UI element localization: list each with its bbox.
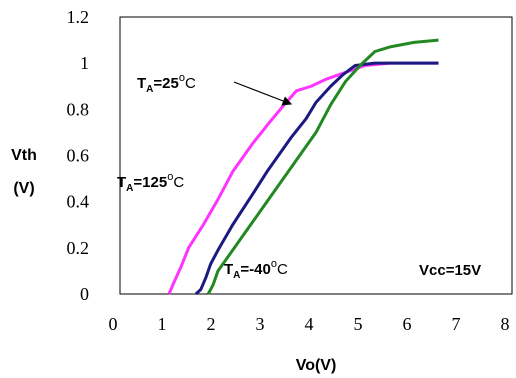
x-tick-label: 3 [256, 314, 265, 334]
y-tick-labels: 0 0.2 0.4 0.6 0.8 1 1.2 [67, 7, 90, 304]
x-tick-label: 8 [501, 314, 510, 334]
y-tick-label: 0.8 [67, 99, 90, 119]
x-tick-label: 2 [207, 314, 216, 334]
annotation-arrow [233, 81, 293, 106]
y-tick-label: 0.2 [67, 238, 90, 258]
series-lines [167, 38, 439, 296]
annotation-ta-40: TA=-40oC [224, 258, 288, 281]
y-tick-label: 1.2 [67, 7, 90, 27]
y-axis-label-line1: Vth [11, 147, 37, 164]
x-tick-label: 5 [354, 314, 363, 334]
y-tick-label: 0.4 [67, 192, 90, 212]
annotation-ta125: TA=125oC [117, 171, 184, 194]
x-tick-label: 0 [109, 314, 118, 334]
x-tick-label: 1 [158, 314, 167, 334]
annotation-ta25: TA=25oC [137, 72, 196, 95]
y-tick-label: 0.6 [67, 146, 90, 166]
series-line [167, 61, 439, 295]
x-tick-label: 7 [452, 314, 461, 334]
series-line [206, 38, 439, 295]
y-axis-label-line2: (V) [13, 180, 34, 197]
plot-area [119, 16, 513, 295]
annotation-vcc: Vcc=15V [419, 262, 481, 279]
x-axis-label: Vo(V) [296, 357, 337, 374]
y-tick-label: 1 [80, 53, 89, 73]
series-line [194, 61, 439, 296]
y-tick-label: 0 [80, 284, 89, 304]
x-tick-labels: 0 1 2 3 4 5 6 7 8 [109, 314, 510, 334]
x-tick-label: 6 [403, 314, 412, 334]
x-tick-label: 4 [305, 314, 314, 334]
